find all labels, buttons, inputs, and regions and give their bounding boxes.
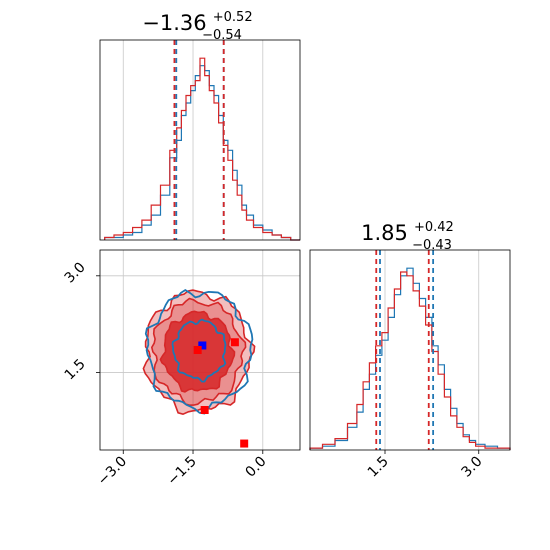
quantile-lines-x [173,40,225,240]
title-x-value: −1.36 [142,11,206,35]
axes-frame-xy [99,249,301,451]
marker-square [200,406,209,414]
y-tick-label: 3.0 [62,259,89,286]
histogram-step-line-0 [104,65,300,241]
grid-y [384,250,480,450]
title-y-value: 1.85 [361,221,408,245]
x-tick-label: 3.0 [459,454,486,481]
histogram-step-line-1 [309,271,511,450]
title-y: 1.85 +0.42 −0.43 [361,216,459,253]
y-tick-labels: 1.5 3.0 [62,259,100,383]
y-tick-label: 1.5 [62,356,89,383]
histogram-step-line-1 [104,57,300,241]
panel-contour-xy: −3.0 −1.5 0.0 1.5 3.0 [62,249,301,489]
axes-frame-x [99,39,301,241]
marker-square [240,439,249,448]
x-tick-label: 1.5 [365,454,392,481]
grid-x [122,40,264,240]
marker-square [193,346,202,354]
panel-histogram-x: −1.36 +0.52 −0.54 [99,6,301,241]
title-x: −1.36 +0.52 −0.54 [142,6,257,43]
marker-square [230,338,239,347]
x-tick-labels: −3.0 −1.5 0.0 [95,450,270,489]
marker-points [193,338,249,448]
quantile-lines-y [375,250,435,450]
title-x-upper-error: +0.52 [213,10,253,25]
histogram-step-line-0 [309,267,511,450]
title-y-lower-error: −0.43 [412,238,452,253]
histogram-series-x [104,57,300,241]
marker-square [198,341,207,350]
histogram-series-y [309,267,511,450]
title-y-upper-error: +0.42 [414,220,454,235]
title-x-lower-error: −0.54 [202,28,242,43]
axes-frame-y [309,249,511,451]
x-tick-labels-y: 1.5 3.0 [365,450,486,481]
contour-blue-outer [144,289,254,415]
contour-blue-inner [171,318,227,383]
panel-histogram-y: 1.5 3.0 1.85 +0.42 −0.43 [309,216,511,481]
x-tick-label: −3.0 [95,454,130,489]
x-tick-label: 0.0 [243,454,270,481]
x-tick-label: −1.5 [164,454,199,489]
